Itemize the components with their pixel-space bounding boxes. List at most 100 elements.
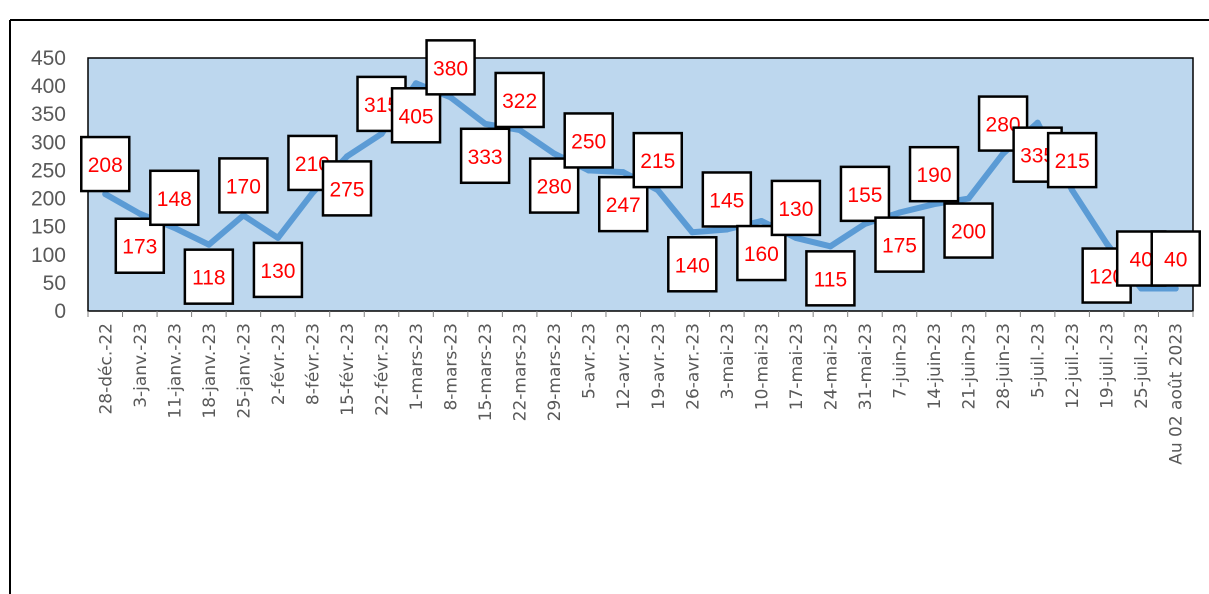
data-label-box [839,165,891,223]
data-label-text: 215 [640,150,675,173]
data-point [551,150,558,157]
data-label: 275 [321,160,373,217]
data-point [171,224,178,231]
data-label-box [701,171,753,228]
x-tick-label: 3-janv.-23 [131,323,151,408]
y-tick-label: 300 [31,131,66,154]
data-label-text: 120 [1089,266,1124,289]
data-point [1000,150,1007,157]
data-label: 190 [908,145,960,203]
x-tick-label: 15-mars-23 [476,323,496,421]
data-point [931,201,938,208]
data-label: 208 [80,135,131,193]
data-label-text: 140 [675,254,710,277]
x-tick-label: 19-juil.-23 [1098,323,1118,409]
data-point [585,167,592,174]
y-axis: 0 50 100 150 200 250 300 350 400 450 [31,47,66,323]
data-point [723,226,730,233]
data-label-box [149,169,200,227]
data-point [792,234,799,241]
x-axis-ticks [87,311,1194,317]
data-label-text: 200 [951,221,986,244]
data-label-box [1046,131,1098,189]
data-point [136,210,143,217]
x-tick-label: 25-juil.-23 [1132,323,1152,409]
x-tick-label: 5-avr.-23 [580,323,600,399]
x-tick-label: 14-juin-23 [925,323,945,410]
data-label-box [252,241,304,299]
x-tick-label: 25-janv.-23 [234,323,254,419]
data-point [309,189,316,196]
data-label: 145 [701,171,753,228]
x-tick-label: Au 02 août 2023 [1167,323,1187,465]
data-label: 40 [1150,230,1201,287]
x-tick-label: 2-févr.-23 [269,323,289,405]
data-label-text: 215 [1055,150,1090,173]
data-point [274,234,281,241]
data-label-text: 190 [916,164,951,187]
data-label: 322 [494,71,545,129]
data-point [205,241,212,248]
data-label-text: 155 [847,184,882,207]
data-label-text: 115 [814,268,847,291]
x-tick-label: 10-mai-23 [752,323,772,410]
x-tick-label: 1-mars-23 [407,323,427,411]
data-point [482,120,489,127]
y-tick-label: 200 [31,188,66,211]
data-label-text: 250 [571,130,606,153]
y-tick-label: 350 [31,103,66,126]
x-tick-label: 15-févr.-23 [338,323,358,416]
data-point [861,220,868,227]
data-label-text: 247 [606,194,641,217]
x-tick-label: 22-mars-23 [511,323,531,421]
data-label-text: 170 [226,175,261,198]
y-tick-label: 400 [31,75,66,98]
data-label-text: 333 [468,146,503,169]
data-label: 215 [632,131,684,189]
y-tick-label: 150 [31,216,66,239]
x-tick-label: 5-juil.-23 [1029,323,1049,398]
data-label-box [977,95,1029,152]
data-label-box [632,131,684,189]
data-label: 148 [149,169,200,227]
data-label: 175 [874,216,925,273]
data-label-text: 405 [399,105,434,128]
y-tick-label: 0 [54,300,66,323]
x-tick-label: 12-avr.-23 [614,323,634,410]
data-label-box [563,112,614,169]
data-label-text: 280 [537,176,572,199]
data-label-text: 208 [88,154,123,177]
x-tick-label: 7-juin-23 [890,323,910,399]
y-tick-label: 50 [43,272,66,295]
data-label: 173 [114,217,166,274]
data-label-text: 145 [709,189,744,212]
x-tick-label: 28-juin-23 [994,323,1014,410]
data-point [689,229,696,236]
data-point [1172,285,1179,292]
data-label: 380 [425,39,476,96]
data-label: 130 [252,241,304,299]
data-label-box [80,135,131,193]
data-label-text: 173 [122,236,157,259]
data-label: 250 [563,112,614,169]
data-point [1138,285,1145,292]
data-label-box [908,145,960,203]
data-point [827,243,834,250]
y-tick-label: 100 [31,244,66,267]
data-label-text: 322 [502,90,537,113]
data-point [620,169,627,176]
data-label: 155 [839,165,891,223]
data-point [102,191,109,198]
y-tick-label: 450 [31,47,66,70]
data-label-box [390,87,442,144]
data-label-box [770,179,822,237]
data-point [240,212,247,219]
data-label-text: 280 [986,114,1021,137]
data-point [896,209,903,216]
x-tick-label: 8-mars-23 [442,323,462,411]
data-point [378,130,385,137]
data-label-box [425,39,476,96]
data-point [758,218,765,225]
